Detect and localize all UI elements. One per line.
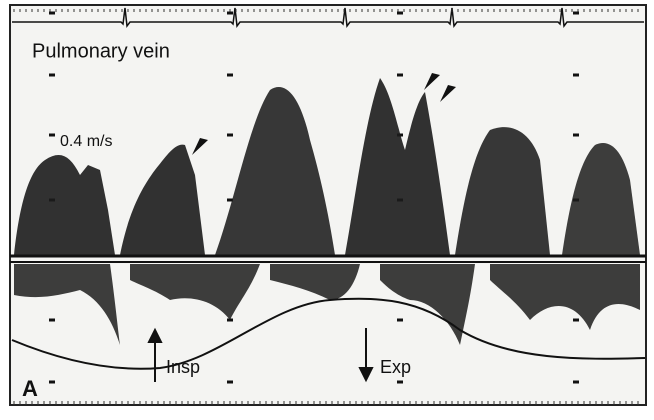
depth-dash bbox=[397, 11, 403, 15]
depth-dash bbox=[49, 318, 55, 322]
depth-dash bbox=[227, 380, 233, 384]
depth-dash bbox=[397, 73, 403, 77]
flow-envelope bbox=[14, 155, 115, 255]
respiratory-trace bbox=[11, 297, 646, 370]
flow-envelope bbox=[270, 264, 360, 300]
depth-dash bbox=[49, 380, 55, 384]
vessel-label: Pulmonary vein bbox=[32, 40, 170, 62]
expiration-label: Exp bbox=[380, 357, 411, 377]
peak-markers bbox=[192, 73, 456, 155]
respiration-arrows bbox=[147, 327, 374, 383]
flow-envelope bbox=[455, 127, 550, 255]
panel-label: A bbox=[22, 376, 38, 401]
flow-envelope bbox=[215, 87, 335, 255]
flow-envelope bbox=[120, 144, 205, 255]
depth-dash bbox=[227, 11, 233, 15]
depth-dash bbox=[573, 380, 579, 384]
ecg-trace bbox=[12, 7, 644, 28]
depth-dash bbox=[227, 198, 233, 202]
depth-dash bbox=[397, 318, 403, 322]
scale-ticks bbox=[13, 9, 639, 405]
depth-dash bbox=[573, 11, 579, 15]
flow-envelope bbox=[562, 143, 640, 255]
depth-dash bbox=[397, 380, 403, 384]
arrowhead-marker bbox=[424, 73, 440, 90]
arrowhead-marker bbox=[440, 85, 456, 102]
depth-dash bbox=[573, 73, 579, 77]
depth-dash bbox=[49, 11, 55, 15]
ecg-line bbox=[12, 7, 644, 28]
arrowhead-marker bbox=[192, 138, 208, 155]
arrowhead bbox=[358, 367, 374, 383]
depth-dash bbox=[573, 318, 579, 322]
depth-dash bbox=[227, 73, 233, 77]
forward-flow bbox=[14, 78, 640, 255]
flow-envelope bbox=[130, 264, 260, 320]
flow-envelope bbox=[14, 264, 120, 345]
depth-dash bbox=[49, 73, 55, 77]
flow-envelope bbox=[490, 264, 640, 330]
flow-envelope bbox=[345, 78, 450, 255]
arrowhead bbox=[147, 327, 163, 343]
depth-dash bbox=[227, 133, 233, 137]
velocity-scale: 0.4 m/s bbox=[60, 133, 112, 150]
inspiration-label: Insp bbox=[166, 357, 200, 377]
depth-dash bbox=[49, 133, 55, 137]
depth-dash bbox=[573, 133, 579, 137]
